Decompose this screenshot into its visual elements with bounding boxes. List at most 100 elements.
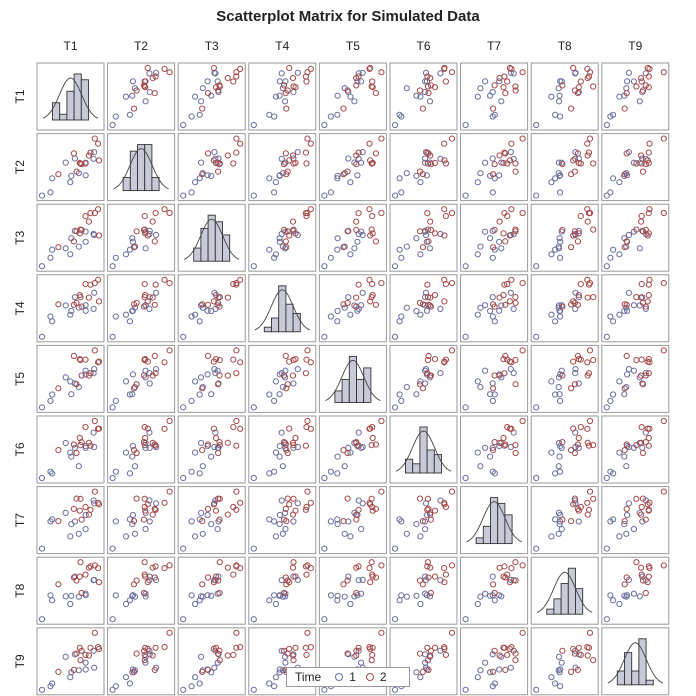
point-time-1 [153,366,160,373]
point-time-1 [555,304,562,311]
panel-t2-t1 [36,133,105,202]
point-time-1 [211,576,218,584]
panel-t2-t3 [177,133,246,202]
point-time-1 [211,664,218,671]
point-time-1 [391,333,399,340]
point-time-1 [556,235,563,242]
point-time-2 [571,299,579,306]
point-time-2 [77,559,84,566]
point-time-1 [558,659,565,666]
density-curve [113,148,169,190]
point-time-2 [502,301,509,308]
point-time-2 [660,135,667,142]
row-label-t1: T1 [13,89,27,103]
point-time-2 [584,425,591,432]
panel-t7-t5 [318,486,387,555]
point-time-1 [294,500,301,507]
point-time-1 [212,155,219,162]
point-time-2 [638,281,645,288]
point-time-2 [369,507,376,514]
point-time-2 [91,135,98,142]
point-time-2 [642,589,649,597]
point-time-2 [369,230,376,237]
point-time-1 [487,453,494,460]
panel-t5-t7 [460,344,529,413]
point-time-1 [491,680,498,687]
point-time-2 [427,647,434,654]
point-time-2 [416,381,424,388]
point-time-1 [391,263,399,270]
point-time-1 [271,592,278,599]
point-time-1 [623,463,630,470]
point-time-2 [427,303,434,310]
point-time-2 [151,238,158,245]
point-time-1 [422,526,429,533]
point-time-1 [489,294,496,301]
point-time-2 [512,449,519,457]
point-time-1 [266,597,273,604]
point-time-1 [417,378,424,385]
point-time-1 [294,149,301,156]
point-time-1 [282,659,289,666]
column-label-t6: T6 [416,39,430,53]
point-time-2 [416,299,424,306]
point-time-1 [396,391,403,398]
histogram-bar [504,514,513,545]
point-time-1 [616,311,623,318]
point-time-1 [62,653,69,660]
point-time-2 [512,228,519,235]
point-time-2 [431,159,439,167]
point-time-1 [487,592,494,599]
point-time-2 [639,168,647,175]
point-time-2 [504,213,511,220]
point-time-1 [47,468,54,475]
row-label-t8: T8 [13,583,27,597]
point-time-2 [425,352,432,359]
point-time-2 [506,645,513,653]
point-time-2 [491,439,498,446]
point-time-2 [639,381,647,388]
point-time-2 [76,292,83,299]
point-time-2 [570,425,577,432]
histogram-bar [292,312,301,333]
point-time-2 [140,516,148,523]
point-time-1 [355,70,362,77]
point-time-2 [230,651,237,659]
point-time-2 [166,209,173,217]
point-time-2 [133,650,140,657]
point-time-1 [391,121,399,129]
point-time-2 [141,424,148,431]
point-time-2 [512,87,519,94]
point-time-2 [204,505,212,512]
point-time-2 [366,206,373,213]
point-time-1 [279,463,286,470]
histogram-bar [616,670,625,686]
point-time-2 [577,78,584,85]
point-time-1 [198,653,205,660]
point-time-1 [555,159,563,166]
point-time-2 [283,581,290,588]
point-time-2 [152,442,159,449]
point-time-2 [302,149,309,156]
point-time-1 [321,616,328,623]
point-time-1 [112,592,119,599]
point-time-1 [334,516,341,523]
point-time-1 [482,590,489,597]
point-time-2 [224,564,231,571]
point-time-2 [77,442,84,449]
point-time-2 [424,506,431,513]
point-time-1 [572,370,579,377]
point-time-2 [82,213,89,220]
point-time-2 [585,370,593,377]
point-time-1 [62,245,69,252]
point-time-2 [645,370,652,377]
point-time-2 [130,581,138,588]
point-time-2 [366,565,373,572]
point-time-1 [126,111,133,118]
point-time-1 [474,449,481,456]
point-time-1 [477,667,484,674]
point-time-2 [369,644,376,651]
point-time-2 [292,644,299,651]
point-time-2 [621,244,628,251]
point-time-2 [368,559,375,566]
